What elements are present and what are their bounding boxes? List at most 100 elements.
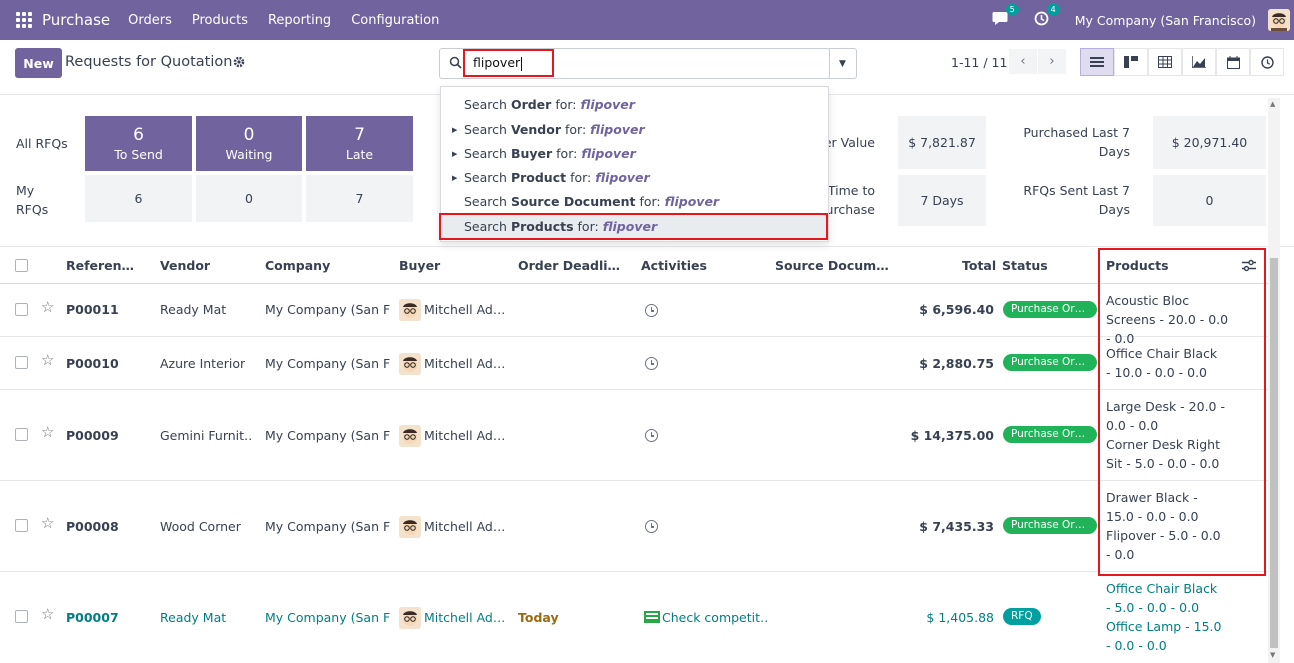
star-icon[interactable]: ☆: [41, 423, 55, 441]
row-checkbox[interactable]: [15, 303, 28, 316]
tile-waiting[interactable]: 0 Waiting: [196, 116, 302, 171]
activity-view-button[interactable]: [1250, 48, 1284, 76]
header-source-document[interactable]: Source Docum…: [775, 258, 889, 273]
pager-next-button[interactable]: ›: [1038, 49, 1066, 74]
activity-clock-icon[interactable]: [645, 357, 658, 370]
row-checkbox[interactable]: [15, 519, 28, 532]
search-buyer-option[interactable]: ▶ Search Buyer for: flipover: [441, 142, 828, 166]
search-options-toggle[interactable]: ▼: [829, 48, 857, 79]
pivot-view-button[interactable]: [1148, 48, 1182, 76]
table-header: [0, 247, 1278, 284]
star-icon[interactable]: ☆: [41, 351, 55, 369]
search-vendor-option[interactable]: ▶ Search Vendor for: flipover: [441, 118, 828, 142]
row-reference: P00010: [66, 356, 119, 371]
select-all-checkbox[interactable]: [15, 259, 28, 272]
row-buyer: Mitchell Ad…: [424, 302, 504, 317]
tile-to-send-value: 6: [133, 125, 144, 145]
search-products-option[interactable]: Search Products for: flipover: [441, 215, 828, 239]
graph-view-button[interactable]: [1182, 48, 1216, 76]
header-company[interactable]: Company: [265, 258, 331, 273]
expand-arrow-icon[interactable]: ▶: [452, 174, 458, 182]
menu-reporting[interactable]: Reporting: [267, 12, 332, 28]
list-view-button[interactable]: [1080, 48, 1114, 76]
kpi-rfqs-sent-value: 0: [1153, 175, 1266, 226]
table-row[interactable]: ☆ P00011 Ready Mat My Company (San F… Mi…: [0, 284, 1278, 346]
gear-icon[interactable]: [233, 56, 245, 71]
apps-menu-icon[interactable]: [16, 12, 32, 28]
pager-value[interactable]: 1-11 / 11: [951, 55, 1008, 70]
row-checkbox[interactable]: [15, 610, 28, 623]
search-source-document-option[interactable]: Search Source Document for: flipover: [464, 194, 720, 209]
row-activity[interactable]: Check competit…: [662, 610, 767, 625]
row-vendor: Ready Mat: [160, 302, 227, 317]
chat-icon[interactable]: 5: [992, 3, 1019, 30]
star-icon[interactable]: ☆: [41, 298, 55, 316]
product-line: Acoustic Bloc Screens - 20.0 - 0.0 - 0.0: [1106, 293, 1229, 346]
table-row[interactable]: ☆ P00007 Ready Mat My Company (San F… Mi…: [0, 572, 1278, 663]
menu-orders[interactable]: Orders: [128, 12, 172, 28]
menu-configuration[interactable]: Configuration: [351, 12, 440, 28]
my-waiting-tile[interactable]: 0: [196, 175, 302, 222]
tile-late-value: 7: [354, 125, 365, 145]
tile-late[interactable]: 7 Late: [306, 116, 413, 171]
kanban-view-button[interactable]: [1114, 48, 1148, 76]
header-reference[interactable]: Referen…: [66, 258, 135, 273]
kpi-time-label: Time to Purchase: [818, 183, 875, 217]
tile-waiting-value: 0: [243, 125, 255, 145]
buyer-avatar: [399, 425, 421, 447]
scroll-up-arrow-icon[interactable]: ▲: [1270, 100, 1276, 108]
star-icon[interactable]: ☆: [41, 605, 55, 623]
row-checkbox[interactable]: [15, 356, 28, 369]
buyer-avatar: [399, 353, 421, 375]
header-products[interactable]: Products: [1106, 258, 1169, 273]
search-product-option[interactable]: ▶ Search Product for: flipover: [441, 166, 828, 190]
product-line: Office Chair Black - 10.0 - 0.0 - 0.0: [1106, 346, 1218, 380]
row-buyer: Mitchell Ad…: [424, 428, 504, 443]
search-input[interactable]: flipover: [473, 55, 523, 71]
page-scrollbar[interactable]: ▲ ▼: [1268, 98, 1280, 663]
table-row[interactable]: ☆ P00010 Azure Interior My Company (San …: [0, 337, 1278, 390]
activity-clock-icon[interactable]: [645, 429, 658, 442]
header-buyer[interactable]: Buyer: [399, 258, 441, 273]
calendar-view-button[interactable]: [1216, 48, 1250, 76]
header-vendor[interactable]: Vendor: [160, 258, 211, 273]
column-settings-icon[interactable]: [1242, 259, 1256, 275]
scrollbar-thumb[interactable]: [1270, 258, 1278, 648]
table-row[interactable]: ☆ P00008 Wood Corner My Company (San F… …: [0, 481, 1278, 572]
kpi-order-value: $ 7,821.87: [898, 116, 986, 169]
header-order-deadline[interactable]: Order Deadli…: [518, 258, 621, 273]
kpi-rfqs-sent-label: RFQs Sent Last 7 Days: [1023, 183, 1130, 217]
my-late-tile[interactable]: 7: [306, 175, 413, 222]
row-checkbox[interactable]: [15, 428, 28, 441]
row-buyer: Mitchell Ad…: [424, 356, 504, 371]
expand-arrow-icon[interactable]: ▶: [452, 126, 458, 134]
table-row[interactable]: ☆ P00009 Gemini Furnit… My Company (San …: [0, 390, 1278, 481]
search-order-option[interactable]: Search Order for: flipover: [464, 97, 635, 112]
pager-previous-button[interactable]: ‹: [1009, 49, 1037, 74]
app-name[interactable]: Purchase: [42, 11, 111, 29]
my-to-send-tile[interactable]: 6: [85, 175, 192, 222]
header-status[interactable]: Status: [1002, 258, 1048, 273]
expand-arrow-icon[interactable]: ▶: [452, 150, 458, 158]
activity-clock-icon[interactable]: [645, 304, 658, 317]
todo-activity-icon[interactable]: [644, 611, 660, 623]
activity-clock-icon[interactable]: 4: [1034, 3, 1060, 30]
header-total[interactable]: Total: [962, 258, 997, 273]
chat-badge: 5: [1005, 3, 1019, 15]
row-vendor: Wood Corner: [160, 519, 241, 534]
scroll-down-arrow-icon[interactable]: ▼: [1270, 651, 1276, 659]
activity-clock-icon[interactable]: [645, 520, 658, 533]
tile-to-send[interactable]: 6 To Send: [85, 116, 192, 171]
product-line: Office Chair Black - 5.0 - 0.0 - 0.0: [1106, 581, 1218, 615]
header-activities[interactable]: Activities: [641, 258, 707, 273]
row-total: $ 2,880.75: [919, 356, 994, 371]
user-avatar[interactable]: [1268, 9, 1290, 31]
menu-products[interactable]: Products: [191, 12, 248, 28]
company-switcher[interactable]: My Company (San Francisco): [1074, 12, 1256, 28]
star-icon[interactable]: ☆: [41, 514, 55, 532]
status-badge: Purchase Or…: [1003, 354, 1097, 371]
new-button[interactable]: New: [15, 48, 62, 78]
row-company: My Company (San F…: [265, 519, 390, 534]
row-products: Large Desk - 20.0 - 0.0 - 0.0 Corner Des…: [1106, 397, 1231, 473]
status-badge: Purchase Or…: [1003, 301, 1097, 318]
